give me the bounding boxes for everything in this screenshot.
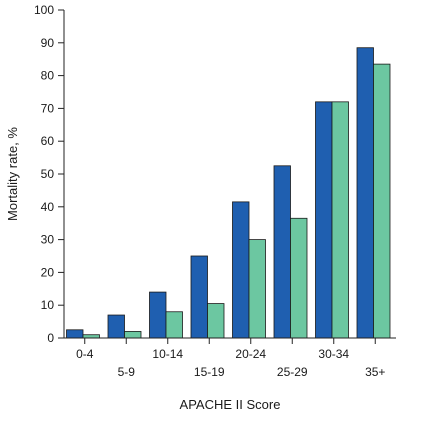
y-tick-label: 40 [41,200,55,214]
x-tick-label: 35+ [365,365,385,379]
bar-series1-15-19 [190,255,208,339]
x-tick-label: 15-19 [194,365,225,379]
y-tick-label: 30 [41,233,55,247]
y-tick-label: 0 [47,331,54,345]
y-axis-title: Mortality rate, % [5,127,20,221]
x-tick-label: 10-14 [152,347,183,361]
y-tick-label: 100 [34,3,54,17]
bar-series2-15-19 [207,303,225,339]
bar-series1-0-4 [66,329,84,339]
y-tick-label: 10 [41,298,55,312]
bar-series2-5-9 [124,331,142,339]
bar-series1-10-14 [149,291,167,339]
x-tick-label: 0-4 [76,347,94,361]
bar-series2-35+ [373,63,391,339]
bar-series2-10-14 [165,311,183,339]
bar-series1-5-9 [107,314,125,339]
bars-group [66,47,391,339]
x-tick-label: 5-9 [118,365,136,379]
y-tick-label: 50 [41,167,55,181]
bar-series1-30-34 [315,101,333,339]
y-tick-label: 90 [41,36,55,50]
y-tick-label: 20 [41,265,55,279]
bar-series2-30-34 [331,101,349,339]
x-tick-label: 25-29 [277,365,308,379]
y-tick-label: 80 [41,69,55,83]
bar-series1-35+ [356,47,374,339]
bar-series2-25-29 [290,217,308,339]
x-tick-label: 30-34 [318,347,349,361]
bar-series1-25-29 [273,165,291,339]
y-axis-ticks: 0 10 20 30 40 50 60 70 80 90 100 [34,3,64,345]
x-axis-title: APACHE II Score [180,397,281,412]
bar-series1-20-24 [232,201,250,339]
x-tick-label: 20-24 [235,347,266,361]
bar-series2-20-24 [248,239,266,339]
y-tick-label: 60 [41,134,55,148]
x-axis-ticks: 0-4 5-9 10-14 15-19 20-24 25-29 30-34 35+ [76,338,385,379]
y-tick-label: 70 [41,101,55,115]
